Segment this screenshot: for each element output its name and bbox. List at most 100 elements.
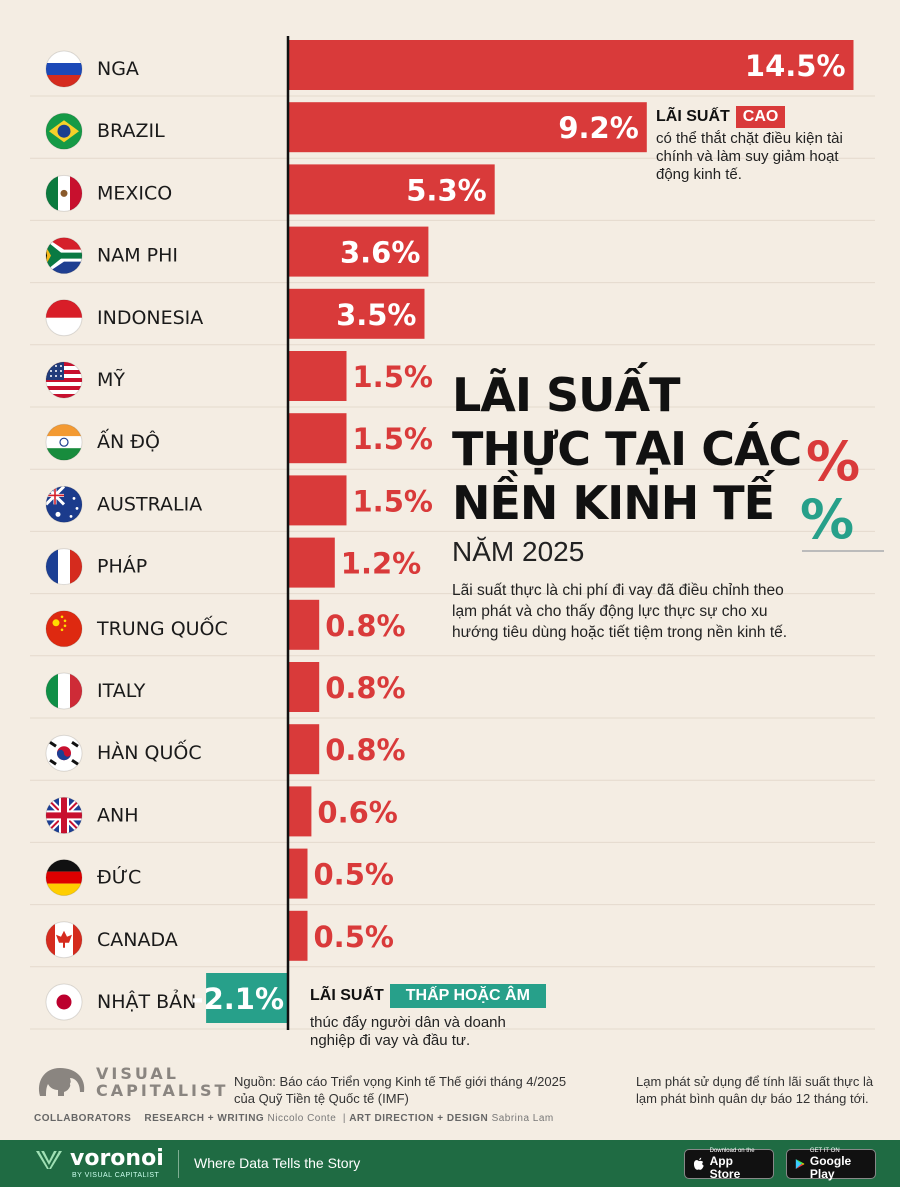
description-line: lạm phát và cho thấy động lực thực sự ch… (452, 603, 768, 620)
chart-title: LÃI SUẤT THỰC TẠI CÁC NỀN KINH TẾ (452, 368, 832, 530)
chart-row: NGA 14.5% (30, 40, 875, 97)
voronoi-logo[interactable]: voronoi (34, 1146, 164, 1171)
visual-capitalist-logo: VISUAL CAPITALIST (34, 1062, 228, 1102)
bar (288, 662, 320, 712)
chart-row: NAM PHI 3.6% (30, 226, 875, 284)
south-korea-flag-icon (45, 734, 83, 772)
data-label: 0.5% (314, 858, 394, 892)
bar (288, 40, 854, 90)
chart-row: MEXICO 5.3% (30, 164, 875, 221)
inflation-note: Lạm phát sử dụng để tính lãi suất thực l… (636, 1073, 873, 1107)
app-store-big: App Store (709, 1153, 741, 1181)
data-label: 0.6% (317, 795, 397, 829)
chart-row: INDONESIA 3.5% (30, 288, 875, 346)
data-label: 1.5% (353, 360, 433, 394)
bar (288, 102, 647, 153)
google-play-button[interactable]: GET IT ON Google Play (786, 1147, 876, 1181)
bar (288, 475, 347, 526)
data-label: 14.5% (745, 49, 846, 83)
bar-divider (178, 1150, 179, 1178)
source-note: Nguồn: Báo cáo Triển vọng Kinh tế Thế gi… (234, 1073, 566, 1107)
chart-row: TRUNG QUỐC 0.8% (30, 599, 875, 657)
logo-line: CAPITALIST (96, 1081, 229, 1100)
country-label: PHÁP (97, 555, 147, 578)
chart-row: HÀN QUỐC 0.8% (30, 724, 875, 781)
data-label: 3.6% (340, 236, 420, 270)
bar (288, 724, 320, 775)
france-flag-icon (45, 548, 83, 586)
collaborators-label: COLLABORATORS (34, 1113, 132, 1124)
uk-flag-icon (45, 796, 83, 834)
country-label: MEXICO (97, 182, 172, 204)
voronoi-brand: voronoi (70, 1146, 164, 1171)
chart-row: CANADA 0.5% (30, 910, 875, 968)
chart-row: AUSTRALIA 1.5% (30, 475, 875, 532)
mexico-flag-icon (45, 174, 83, 212)
indonesia-flag-icon (45, 299, 83, 337)
tagline: Where Data Tells the Story (194, 1155, 361, 1171)
bar (206, 973, 288, 1023)
country-label: HÀN QUỐC (97, 738, 202, 764)
title-line: NỀN KINH TẾ (452, 476, 775, 530)
data-label: 3.5% (336, 298, 416, 332)
chart-row: ITALY 0.8% (30, 662, 875, 719)
country-label: NAM PHI (97, 245, 178, 267)
bar (288, 226, 429, 277)
note-low-line: nghiệp đi vay và đầu tư. (310, 1032, 471, 1049)
country-label: INDONESIA (97, 307, 203, 329)
data-label: 9.2% (558, 111, 638, 145)
country-label: ANH (97, 804, 139, 826)
google-play-big: Google Play (809, 1153, 852, 1181)
data-label: 1.5% (353, 422, 433, 456)
chart-description: Lãi suất thực là chi phí đi vay đã điều … (452, 580, 862, 643)
china-flag-icon (45, 610, 83, 648)
art-name: Sabrina Lam (491, 1113, 554, 1124)
description-line: hướng tiêu dùng hoặc tiết tiệm trong nền… (452, 624, 788, 641)
data-label: 0.5% (314, 920, 394, 954)
percent-icon-red: % (806, 430, 861, 493)
note-high-line: có thể thắt chặt điều kiện tài (656, 130, 843, 147)
source-line: Nguồn: Báo cáo Triển vọng Kinh tế Thế gi… (234, 1074, 567, 1089)
elephant-logo-icon (38, 1068, 85, 1096)
bar (288, 910, 308, 961)
chart-row: ANH 0.6% (30, 786, 875, 843)
country-label: NHẬT BẢN (97, 988, 196, 1013)
australia-flag-icon (45, 485, 83, 523)
note-low-line: thúc đẩy người dân và doanh (310, 1014, 506, 1031)
data-label: 1.2% (341, 547, 421, 581)
google-play-icon (795, 1159, 805, 1169)
research-name: Niccolo Conte (267, 1113, 337, 1124)
title-line: THỰC TẠI CÁC (452, 422, 802, 476)
country-label: TRUNG QUỐC (96, 614, 228, 640)
app-store-small: Download on the (709, 1147, 755, 1154)
country-label: AUSTRALIA (97, 493, 202, 515)
google-play-small: GET IT ON (809, 1147, 840, 1154)
app-store-button[interactable]: Download on the App Store (684, 1147, 774, 1181)
chart-subtitle: NĂM 2025 (452, 536, 585, 567)
country-label: CANADA (97, 929, 178, 951)
country-label: MỸ (97, 368, 125, 391)
note-high-label: LÃI SUẤT (656, 108, 730, 125)
research-label: RESEARCH + WRITING (144, 1113, 265, 1124)
japan-flag-icon (45, 983, 83, 1021)
bar (288, 413, 347, 464)
country-label: ẤN ĐỘ (97, 428, 160, 453)
chart-row: ĐỨC 0.5% (30, 848, 875, 906)
credits: COLLABORATORS RESEARCH + WRITING Niccolo… (34, 1113, 554, 1124)
data-label: 1.5% (353, 484, 433, 518)
brazil-flag-icon (45, 112, 83, 150)
note-high-line: chính và làm suy giảm hoạt (656, 148, 839, 165)
country-label: ĐỨC (97, 865, 141, 889)
description-line: Lãi suất thực là chi phí đi vay đã điều … (452, 582, 784, 599)
india-flag-icon (45, 423, 83, 461)
note-high-line: động kinh tế. (656, 166, 742, 183)
russia-flag-icon (45, 50, 83, 88)
country-label: ITALY (97, 680, 146, 702)
south-africa-flag-icon (45, 237, 83, 275)
source-line: của Quỹ Tiền tệ Quốc tế (IMF) (234, 1091, 409, 1106)
bar (288, 786, 312, 837)
art-label: ART DIRECTION + DESIGN (349, 1113, 489, 1124)
data-label: 5.3% (406, 173, 486, 207)
note-low-label: LÃI SUẤT (310, 987, 384, 1004)
data-label: 0.8% (325, 733, 405, 767)
